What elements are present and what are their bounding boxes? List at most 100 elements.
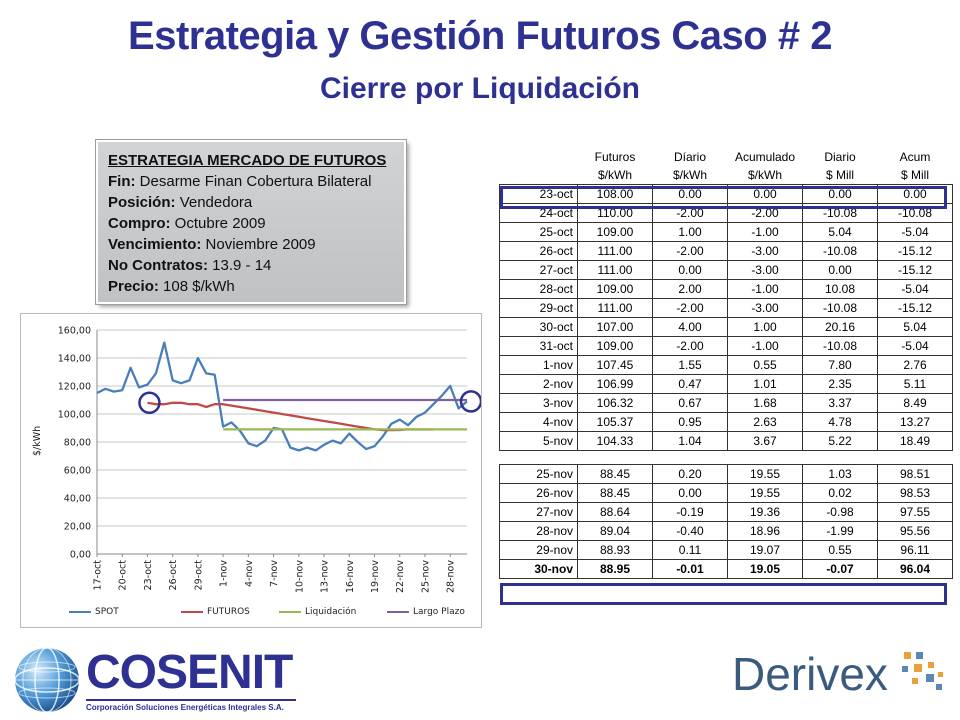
table-row: 30-oct 107.00 4.00 1.00 20.16 5.04 (499, 317, 953, 337)
gap-cell (728, 451, 803, 465)
table-cell: 2.35 (802, 374, 878, 394)
table-cell: -0.07 (802, 559, 878, 579)
table-row: 25-nov 88.45 0.20 19.55 1.03 98.51 (499, 464, 953, 484)
table-row: 23-oct 108.00 0.00 0.00 0.00 0.00 (499, 184, 953, 204)
table-row: 26-oct 111.00 -2.00 -3.00 -10.08 -15.12 (499, 241, 953, 261)
table-cell: 88.93 (577, 540, 653, 560)
x-tick-label: 17-oct (93, 560, 104, 591)
table-gap (500, 451, 953, 465)
legend-swatch (387, 610, 409, 614)
gap-cell (578, 451, 653, 465)
table-row: 2-nov 106.99 0.47 1.01 2.35 5.11 (499, 374, 953, 394)
column-header: Acum (899, 150, 931, 164)
column-unit: $ Mill (825, 168, 854, 182)
table-cell: 97.55 (877, 502, 953, 522)
x-tick-label: 23-oct (143, 560, 154, 591)
y-tick-label: 100,00 (58, 410, 91, 421)
table-cell: 98.53 (877, 483, 953, 503)
table-cell: 27-nov (499, 502, 578, 522)
x-tick-label: 20-oct (118, 560, 129, 591)
table-cell: 2.00 (652, 279, 728, 299)
table-cell: -5.04 (877, 279, 953, 299)
table-cell: -0.01 (652, 559, 728, 579)
y-tick-label: 0,00 (70, 550, 91, 561)
column-unit (500, 166, 578, 185)
table-cell: 0.00 (802, 260, 878, 280)
table-cell: 26-nov (499, 483, 578, 503)
table-cell: 13.27 (877, 412, 953, 432)
table-cell: 96.11 (877, 540, 953, 560)
derivex-wordmark: Derivex (732, 648, 888, 700)
table-row: 5-nov 104.33 1.04 3.67 5.22 18.49 (499, 431, 953, 451)
table-cell: 109.00 (577, 222, 653, 242)
legend-swatch (279, 610, 301, 614)
table-cell: 28-oct (499, 279, 578, 299)
table-cell: 1.01 (727, 374, 803, 394)
y-tick-label: 20,00 (64, 522, 91, 533)
column-unit: $/kWh (747, 168, 782, 182)
table-cell: 25-nov (499, 464, 578, 484)
table-row: 30-nov 88.95 -0.01 19.05 -0.07 96.04 (499, 559, 953, 579)
strategy-box: ESTRATEGIA MERCADO DE FUTUROS Fin: Desar… (96, 140, 406, 304)
column-header: Díario (673, 150, 706, 164)
price-chart: 0,00 20,00 40,00 60,00 80,00 100,00 120,00 140,… (20, 313, 482, 628)
table-cell: -15.12 (877, 260, 953, 280)
table-cell: 0.00 (652, 483, 728, 503)
table-cell: 7.80 (802, 355, 878, 375)
strategy-row-vencimiento: Vencimiento: Noviembre 2009 (108, 236, 316, 253)
y-tick-label: 160,00 (58, 326, 91, 337)
y-tick-label: 40,00 (64, 494, 91, 505)
globe-icon (14, 647, 80, 713)
table-cell: 109.00 (577, 279, 653, 299)
table-cell: 27-oct (499, 260, 578, 280)
table-cell: 4-nov (499, 412, 578, 432)
table-cell: 0.67 (652, 393, 728, 413)
table-cell: 5.04 (802, 222, 878, 242)
table-cell: 106.99 (577, 374, 653, 394)
legend-label: Largo Plazo (413, 607, 465, 617)
x-tick-label: 28-nov (446, 560, 457, 593)
table-cell: 5-nov (499, 431, 578, 451)
table-cell: 2-nov (499, 374, 578, 394)
page-subtitle: Cierre por Liquidación (319, 72, 641, 105)
gap-cell (500, 451, 578, 465)
table-cell: 111.00 (577, 298, 653, 318)
table-cell: 0.47 (652, 374, 728, 394)
legend-label: SPOT (95, 607, 119, 617)
x-tick-label: 10-nov (294, 560, 305, 593)
legend-label: FUTUROS (207, 607, 250, 617)
table-cell: -10.08 (802, 298, 878, 318)
table-cell: -1.99 (802, 521, 878, 541)
x-tick-label: 16-nov (345, 560, 356, 593)
strategy-row-fin: Fin: Desarme Finan Cobertura Bilateral (108, 173, 372, 190)
strategy-heading: ESTRATEGIA MERCADO DE FUTUROS (108, 152, 387, 169)
table-row: 3-nov 106.32 0.67 1.68 3.37 8.49 (499, 393, 953, 413)
y-tick-label: 80,00 (64, 438, 91, 449)
table-row: 27-oct 111.00 0.00 -3.00 0.00 -15.12 (499, 260, 953, 280)
table-cell: 1.00 (652, 222, 728, 242)
x-tick-label: 25-nov (420, 560, 431, 593)
gap-cell (803, 451, 878, 465)
table-cell: -5.04 (877, 336, 953, 356)
table-cell: -2.00 (652, 241, 728, 261)
table-cell: -15.12 (877, 241, 953, 261)
table-cell: -0.98 (802, 502, 878, 522)
legend-swatch (181, 610, 203, 614)
table-cell: 1.68 (727, 393, 803, 413)
gap-cell (878, 451, 953, 465)
table-cell: 104.33 (577, 431, 653, 451)
table-row: 4-nov 105.37 0.95 2.63 4.78 13.27 (499, 412, 953, 432)
table-cell: 1-nov (499, 355, 578, 375)
table-cell: 8.49 (877, 393, 953, 413)
highlight-first-row (500, 186, 947, 209)
table-cell: 96.04 (877, 559, 953, 579)
table-cell: 2.63 (727, 412, 803, 432)
table-cell: 88.95 (577, 559, 653, 579)
table-cell: 19.55 (727, 464, 803, 484)
table-cell: 0.55 (727, 355, 803, 375)
x-tick-label: 7-nov (269, 560, 280, 587)
table-cell: 3.67 (727, 431, 803, 451)
legend-item: Largo Plazo (387, 607, 465, 617)
table-cell: 18.49 (877, 431, 953, 451)
table-cell: 26-oct (499, 241, 578, 261)
